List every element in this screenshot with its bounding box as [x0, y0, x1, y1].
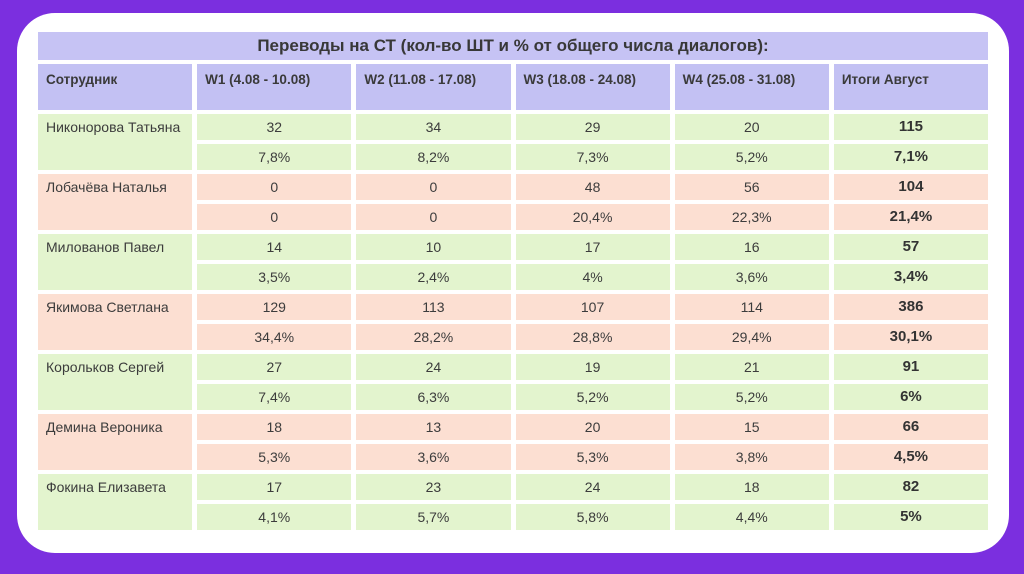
- count-cell: 10: [356, 234, 511, 260]
- percent-cell: 0: [356, 204, 511, 230]
- count-cell: 0: [197, 174, 352, 200]
- employee-name: Фокина Елизавета: [38, 474, 193, 530]
- count-cell: 0: [356, 174, 511, 200]
- column-header-employee: Сотрудник: [38, 64, 193, 110]
- percent-cell: 4%: [515, 264, 670, 290]
- percent-cell: 5,7%: [356, 504, 511, 530]
- percent-cell: 8,2%: [356, 144, 511, 170]
- count-cell: 48: [515, 174, 670, 200]
- count-cell: 16: [674, 234, 829, 260]
- percent-cell: 5,2%: [674, 144, 829, 170]
- table-card: Переводы на СТ (кол-во ШТ и % от общего …: [17, 13, 1009, 553]
- total-count-cell: 104: [833, 174, 988, 200]
- count-cell: 32: [197, 114, 352, 140]
- count-cell: 23: [356, 474, 511, 500]
- count-cell: 107: [515, 294, 670, 320]
- percent-cell: 7,4%: [197, 384, 352, 410]
- percent-cell: 5,8%: [515, 504, 670, 530]
- total-percent-cell: 3,4%: [833, 264, 988, 290]
- total-count-cell: 66: [833, 414, 988, 440]
- percent-cell: 28,2%: [356, 324, 511, 350]
- column-header-w2: W2 (11.08 - 17.08): [356, 64, 511, 110]
- count-cell: 14: [197, 234, 352, 260]
- column-header-w4: W4 (25.08 - 31.08): [674, 64, 829, 110]
- count-cell: 18: [197, 414, 352, 440]
- employee-name: Якимова Светлана: [38, 294, 193, 350]
- total-percent-cell: 30,1%: [833, 324, 988, 350]
- percent-cell: 5,3%: [515, 444, 670, 470]
- employee-name: Демина Вероника: [38, 414, 193, 470]
- percent-cell: 4,4%: [674, 504, 829, 530]
- employee-name: Милованов Павел: [38, 234, 193, 290]
- percent-cell: 3,8%: [674, 444, 829, 470]
- count-cell: 27: [197, 354, 352, 380]
- total-percent-cell: 21,4%: [833, 204, 988, 230]
- total-count-cell: 386: [833, 294, 988, 320]
- percent-cell: 34,4%: [197, 324, 352, 350]
- table-title: Переводы на СТ (кол-во ШТ и % от общего …: [38, 32, 988, 60]
- total-percent-cell: 7,1%: [833, 144, 988, 170]
- total-percent-cell: 6%: [833, 384, 988, 410]
- count-cell: 34: [356, 114, 511, 140]
- total-count-cell: 115: [833, 114, 988, 140]
- percent-cell: 5,2%: [515, 384, 670, 410]
- count-cell: 56: [674, 174, 829, 200]
- column-header-totals: Итоги Август: [833, 64, 988, 110]
- count-cell: 15: [674, 414, 829, 440]
- total-count-cell: 57: [833, 234, 988, 260]
- percent-cell: 7,8%: [197, 144, 352, 170]
- employee-name: Никонорова Татьяна: [38, 114, 193, 170]
- total-percent-cell: 5%: [833, 504, 988, 530]
- count-cell: 20: [674, 114, 829, 140]
- total-percent-cell: 4,5%: [833, 444, 988, 470]
- column-header-w3: W3 (18.08 - 24.08): [515, 64, 670, 110]
- employee-name: Лобачёва Наталья: [38, 174, 193, 230]
- percent-cell: 29,4%: [674, 324, 829, 350]
- percent-cell: 3,5%: [197, 264, 352, 290]
- employee-name: Корольков Сергей: [38, 354, 193, 410]
- count-cell: 113: [356, 294, 511, 320]
- count-cell: 13: [356, 414, 511, 440]
- total-count-cell: 91: [833, 354, 988, 380]
- count-cell: 18: [674, 474, 829, 500]
- count-cell: 29: [515, 114, 670, 140]
- total-count-cell: 82: [833, 474, 988, 500]
- count-cell: 129: [197, 294, 352, 320]
- count-cell: 24: [515, 474, 670, 500]
- percent-cell: 2,4%: [356, 264, 511, 290]
- percent-cell: 3,6%: [356, 444, 511, 470]
- transfers-table: Переводы на СТ (кол-во ШТ и % от общего …: [38, 32, 988, 530]
- percent-cell: 0: [197, 204, 352, 230]
- column-header-w1: W1 (4.08 - 10.08): [197, 64, 352, 110]
- count-cell: 17: [515, 234, 670, 260]
- count-cell: 17: [197, 474, 352, 500]
- percent-cell: 4,1%: [197, 504, 352, 530]
- count-cell: 114: [674, 294, 829, 320]
- count-cell: 24: [356, 354, 511, 380]
- percent-cell: 5,3%: [197, 444, 352, 470]
- percent-cell: 28,8%: [515, 324, 670, 350]
- percent-cell: 5,2%: [674, 384, 829, 410]
- count-cell: 19: [515, 354, 670, 380]
- percent-cell: 6,3%: [356, 384, 511, 410]
- percent-cell: 3,6%: [674, 264, 829, 290]
- count-cell: 21: [674, 354, 829, 380]
- percent-cell: 22,3%: [674, 204, 829, 230]
- percent-cell: 7,3%: [515, 144, 670, 170]
- percent-cell: 20,4%: [515, 204, 670, 230]
- count-cell: 20: [515, 414, 670, 440]
